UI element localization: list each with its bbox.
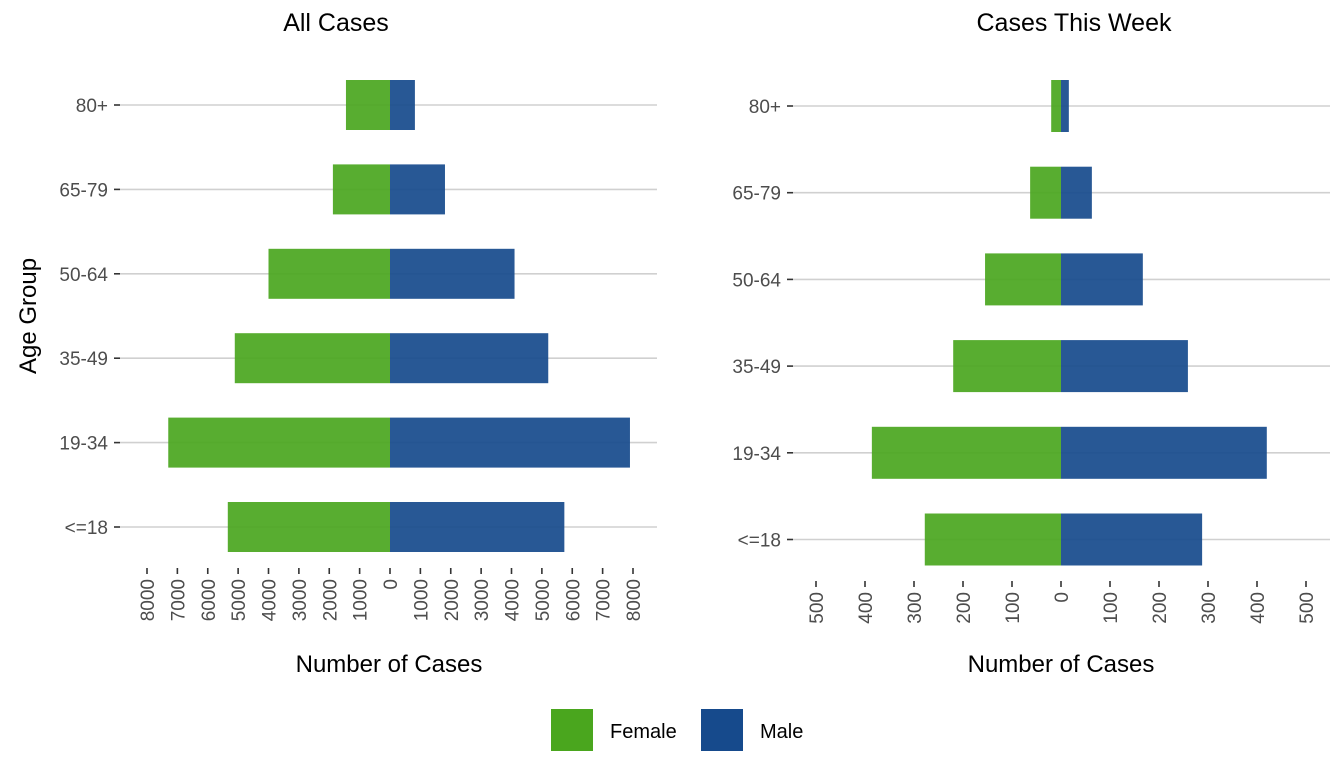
x-tick-label: 8000 — [138, 579, 159, 621]
x-tick-label: 2000 — [320, 579, 341, 621]
x-tick-label: 6000 — [199, 579, 220, 621]
x-tick-label: 500 — [1297, 592, 1318, 624]
x-tick-label: 4000 — [260, 579, 281, 621]
y-tick-label: <=18 — [738, 531, 781, 552]
y-tick-label: 35-49 — [59, 349, 108, 370]
bar-male-50-64 — [390, 248, 515, 299]
x-tick-label: 300 — [1199, 592, 1220, 624]
x-tick-label: 0 — [381, 579, 402, 590]
x-tick-label: 100 — [1101, 592, 1122, 624]
x-tick-label: 6000 — [563, 579, 584, 621]
bar-male-65-79 — [390, 164, 445, 215]
x-tick-label: 400 — [1248, 592, 1269, 624]
x-tick-label: 0 — [1052, 592, 1073, 603]
panel-all-cases: All Cases Age Group Number of Cases <=18… — [15, 9, 657, 678]
bars — [871, 80, 1267, 566]
x-tick-label: 7000 — [594, 579, 615, 621]
bar-female-50-64 — [268, 248, 390, 299]
panel-cases-this-week: Cases This Week Number of Cases <=18 19-3… — [732, 9, 1330, 678]
bars — [168, 80, 630, 552]
x-axis: 8000 7000 6000 5000 4000 3000 2000 1000 0 1000 200… — [138, 568, 645, 621]
legend-swatch-female — [551, 709, 593, 751]
x-axis-title-all-cases: Number of Cases — [296, 651, 483, 678]
y-axis: <=18 19-34 35-49 50-64 65-79 80+ — [59, 96, 120, 539]
x-tick-label: 5000 — [533, 579, 554, 621]
y-tick-label: 80+ — [749, 97, 781, 118]
bar-female-80+ — [1051, 80, 1061, 132]
x-tick-label: 5000 — [229, 579, 250, 621]
y-axis-title: Age Group — [15, 258, 42, 374]
bar-male-19-34 — [1061, 426, 1267, 479]
y-axis: <=18 19-34 35-49 50-64 65-79 80+ — [732, 97, 793, 552]
y-tick-label: 50-64 — [59, 265, 108, 286]
x-tick-label: 3000 — [290, 579, 311, 621]
y-tick-label: 65-79 — [59, 180, 108, 201]
bar-male-80+ — [1061, 80, 1069, 132]
bar-male-80+ — [390, 80, 415, 130]
y-tick-label: 65-79 — [732, 184, 781, 205]
chart-title-cases-this-week: Cases This Week — [977, 9, 1172, 37]
y-tick-label: 19-34 — [59, 434, 108, 455]
x-tick-label: 3000 — [472, 579, 493, 621]
legend-swatch-male — [701, 709, 743, 751]
bar-female-35-49 — [953, 340, 1061, 393]
x-tick-label: 300 — [905, 592, 926, 624]
bar-male-<=18 — [390, 502, 565, 552]
bar-female-80+ — [345, 80, 390, 130]
x-tick-label: 1000 — [351, 579, 372, 621]
x-tick-label: 1000 — [411, 579, 432, 621]
y-tick-label: <=18 — [65, 518, 108, 539]
x-axis: 500 400 300 200 100 0 100 200 300 400 500 — [807, 581, 1318, 624]
y-tick-label: 19-34 — [732, 444, 781, 465]
x-tick-label: 500 — [807, 592, 828, 624]
bar-female-65-79 — [1030, 166, 1061, 219]
bar-male-65-79 — [1061, 166, 1092, 219]
legend-label-female: Female — [610, 721, 677, 743]
x-tick-label: 8000 — [624, 579, 645, 621]
bar-male-50-64 — [1061, 253, 1143, 306]
y-tick-label: 80+ — [76, 96, 108, 117]
x-tick-label: 2000 — [442, 579, 463, 621]
x-tick-label: 400 — [856, 592, 877, 624]
x-tick-label: 7000 — [168, 579, 189, 621]
y-tick-label: 35-49 — [732, 357, 781, 378]
bar-female-19-34 — [168, 417, 390, 468]
x-tick-label: 200 — [1150, 592, 1171, 624]
x-tick-label: 100 — [1003, 592, 1024, 624]
bar-male-35-49 — [390, 333, 549, 384]
x-axis-title-cases-this-week: Number of Cases — [968, 651, 1155, 678]
x-tick-label: 4000 — [503, 579, 524, 621]
chart-title-all-cases: All Cases — [283, 9, 389, 37]
x-tick-label: 200 — [954, 592, 975, 624]
legend: Female Male — [551, 709, 803, 751]
bar-male-19-34 — [390, 417, 630, 468]
bar-female-19-34 — [871, 426, 1061, 479]
bar-female-35-49 — [234, 333, 390, 384]
bar-male-<=18 — [1061, 513, 1203, 566]
bar-male-35-49 — [1061, 340, 1188, 393]
bar-female-<=18 — [924, 513, 1061, 566]
y-tick-label: 50-64 — [732, 270, 781, 291]
bar-female-50-64 — [985, 253, 1061, 306]
legend-label-male: Male — [760, 721, 803, 743]
bar-female-<=18 — [227, 502, 390, 552]
bar-female-65-79 — [332, 164, 390, 215]
